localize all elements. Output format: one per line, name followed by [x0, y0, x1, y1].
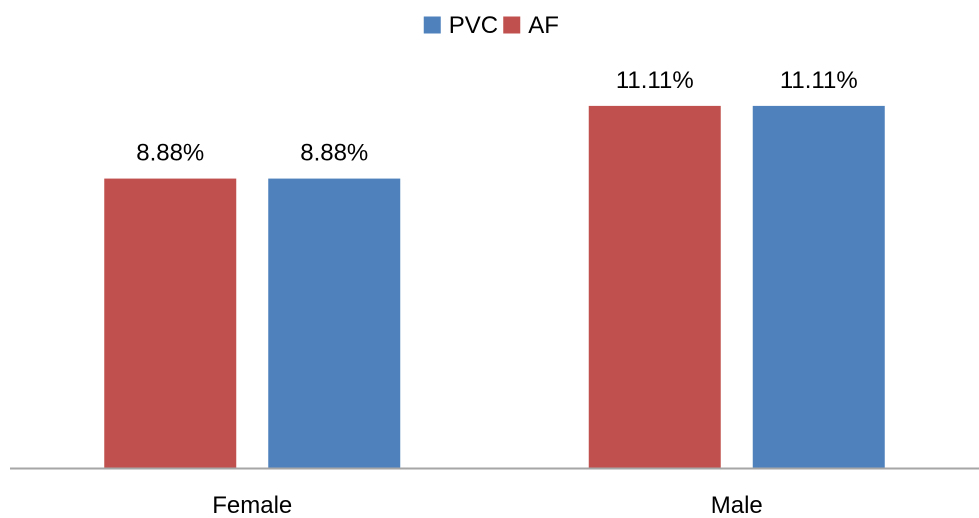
data-label-af-male: 11.11% [616, 67, 694, 94]
legend-label-af: AF [528, 12, 559, 39]
legend: PVC AF [423, 12, 559, 39]
legend-item-pvc: PVC [423, 12, 498, 39]
data-label-af-female: 8.88% [136, 140, 204, 167]
x-tick-label-female: Female [212, 492, 292, 518]
x-tick-label-male: Male [711, 492, 763, 518]
bar-pvc-male [752, 105, 885, 468]
data-label-pvc-male: 11.11% [780, 67, 858, 94]
bar-pvc-female [268, 178, 401, 469]
legend-item-af: AF [503, 12, 559, 39]
legend-swatch-pvc [423, 16, 441, 34]
data-labels: 8.88% 8.88% 11.11% 11.11% [136, 67, 857, 167]
bars [104, 105, 885, 469]
legend-swatch-af [503, 16, 521, 34]
bar-af-male [588, 105, 721, 468]
x-tick-labels: Female Male [212, 492, 763, 518]
bar-af-female [104, 178, 237, 469]
legend-label-pvc: PVC [449, 12, 498, 39]
data-label-pvc-female: 8.88% [300, 140, 368, 167]
